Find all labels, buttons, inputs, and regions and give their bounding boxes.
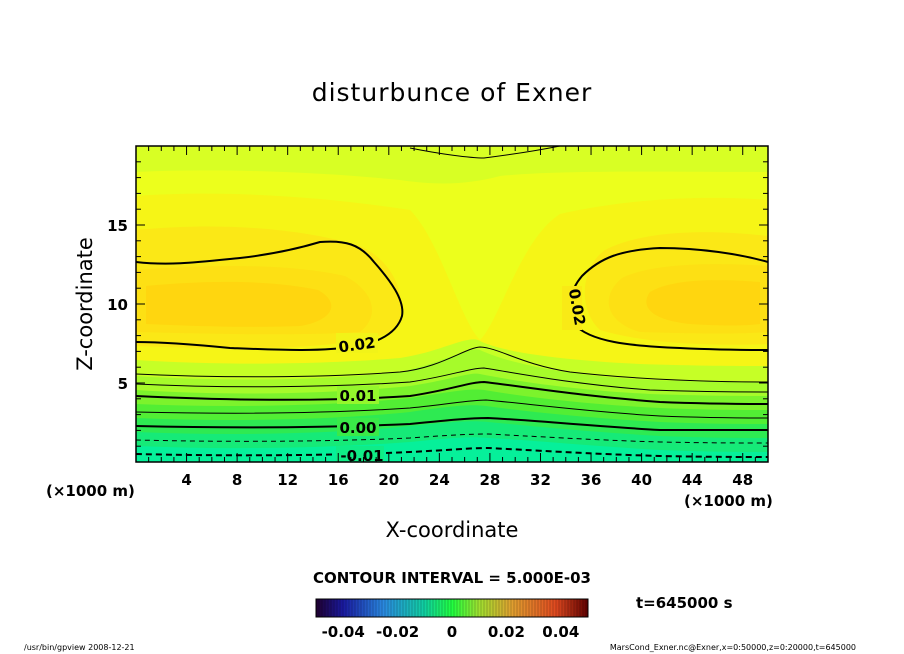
footer-left: /usr/bin/gpview 2008-12-21 [24,643,135,652]
y-tick-label: 10 [107,296,128,314]
contour-lines [136,146,768,458]
contour-label-0.01: 0.01 [339,387,376,405]
fill-band-yellow-4 [146,281,332,327]
contour-line-0.01 [136,380,768,405]
x-tick-labels: 4 8 12 16 20 24 28 32 36 40 44 48 [181,471,753,489]
x-tick-label: 8 [232,471,242,489]
x-tick-label: 24 [429,471,450,489]
contour-line-0.00 [136,416,768,431]
x-unit-right: (×1000 m) [684,492,773,510]
y-tick-labels: 5 10 15 [107,217,128,393]
contour-label-bg [562,286,582,330]
colorbar-label: 0 [447,623,457,641]
contour-line-thin-3 [136,399,768,419]
contour-line-neg-1 [136,433,768,444]
contour-line-thin-1 [136,346,768,383]
contour-line--0.01 [136,446,768,458]
contour-label-bg [336,446,384,462]
x-unit-left: (×1000 m) [46,482,135,500]
contour-interval: CONTOUR INTERVAL = 5.000E-03 [313,569,591,587]
chart-title: disturbunce of Exner [312,78,593,107]
colorbar [315,598,589,618]
fill-band-yellow-right-4 [646,280,760,326]
contour-line-0.02-left [136,240,404,351]
plot-area [136,146,768,462]
contour-line-thin-2 [136,367,768,393]
axis-ticks [136,146,768,462]
colorbar-label: 0.04 [542,623,579,641]
x-tick-label: 12 [277,471,298,489]
y-tick-label: 5 [118,375,128,393]
x-tick-label: 40 [631,471,652,489]
time-label: t=645000 s [636,594,733,612]
x-tick-label: 48 [732,471,753,489]
contour-label-bg [337,418,379,436]
y-axis-label: Z-coordinate [73,237,97,371]
x-tick-label: 28 [479,471,500,489]
x-tick-label: 20 [378,471,399,489]
x-tick-label: 4 [181,471,191,489]
colorbar-stripes [318,599,587,617]
colorbar-label: 0.02 [488,623,525,641]
footer-right: MarsCond_Exner.nc@Exner,x=0:50000,z=0:20… [610,643,856,652]
x-axis-label: X-coordinate [386,518,519,542]
colorbar-label: -0.04 [322,623,365,641]
contour-label-0.02-left: 0.02 [337,334,376,357]
x-tick-label: 16 [328,471,349,489]
contour-line-top [409,146,561,159]
x-tick-label: 36 [581,471,602,489]
contour-label-bg [336,333,378,353]
y-tick-label: 15 [107,217,128,235]
contour-label-bg [337,386,379,404]
colorbar-label: -0.02 [376,623,419,641]
x-tick-label: 32 [530,471,551,489]
colorbar-labels: -0.04 -0.02 0 0.02 0.04 [322,623,580,641]
x-tick-label: 44 [682,471,703,489]
contour-label-0.00: 0.00 [339,419,376,437]
